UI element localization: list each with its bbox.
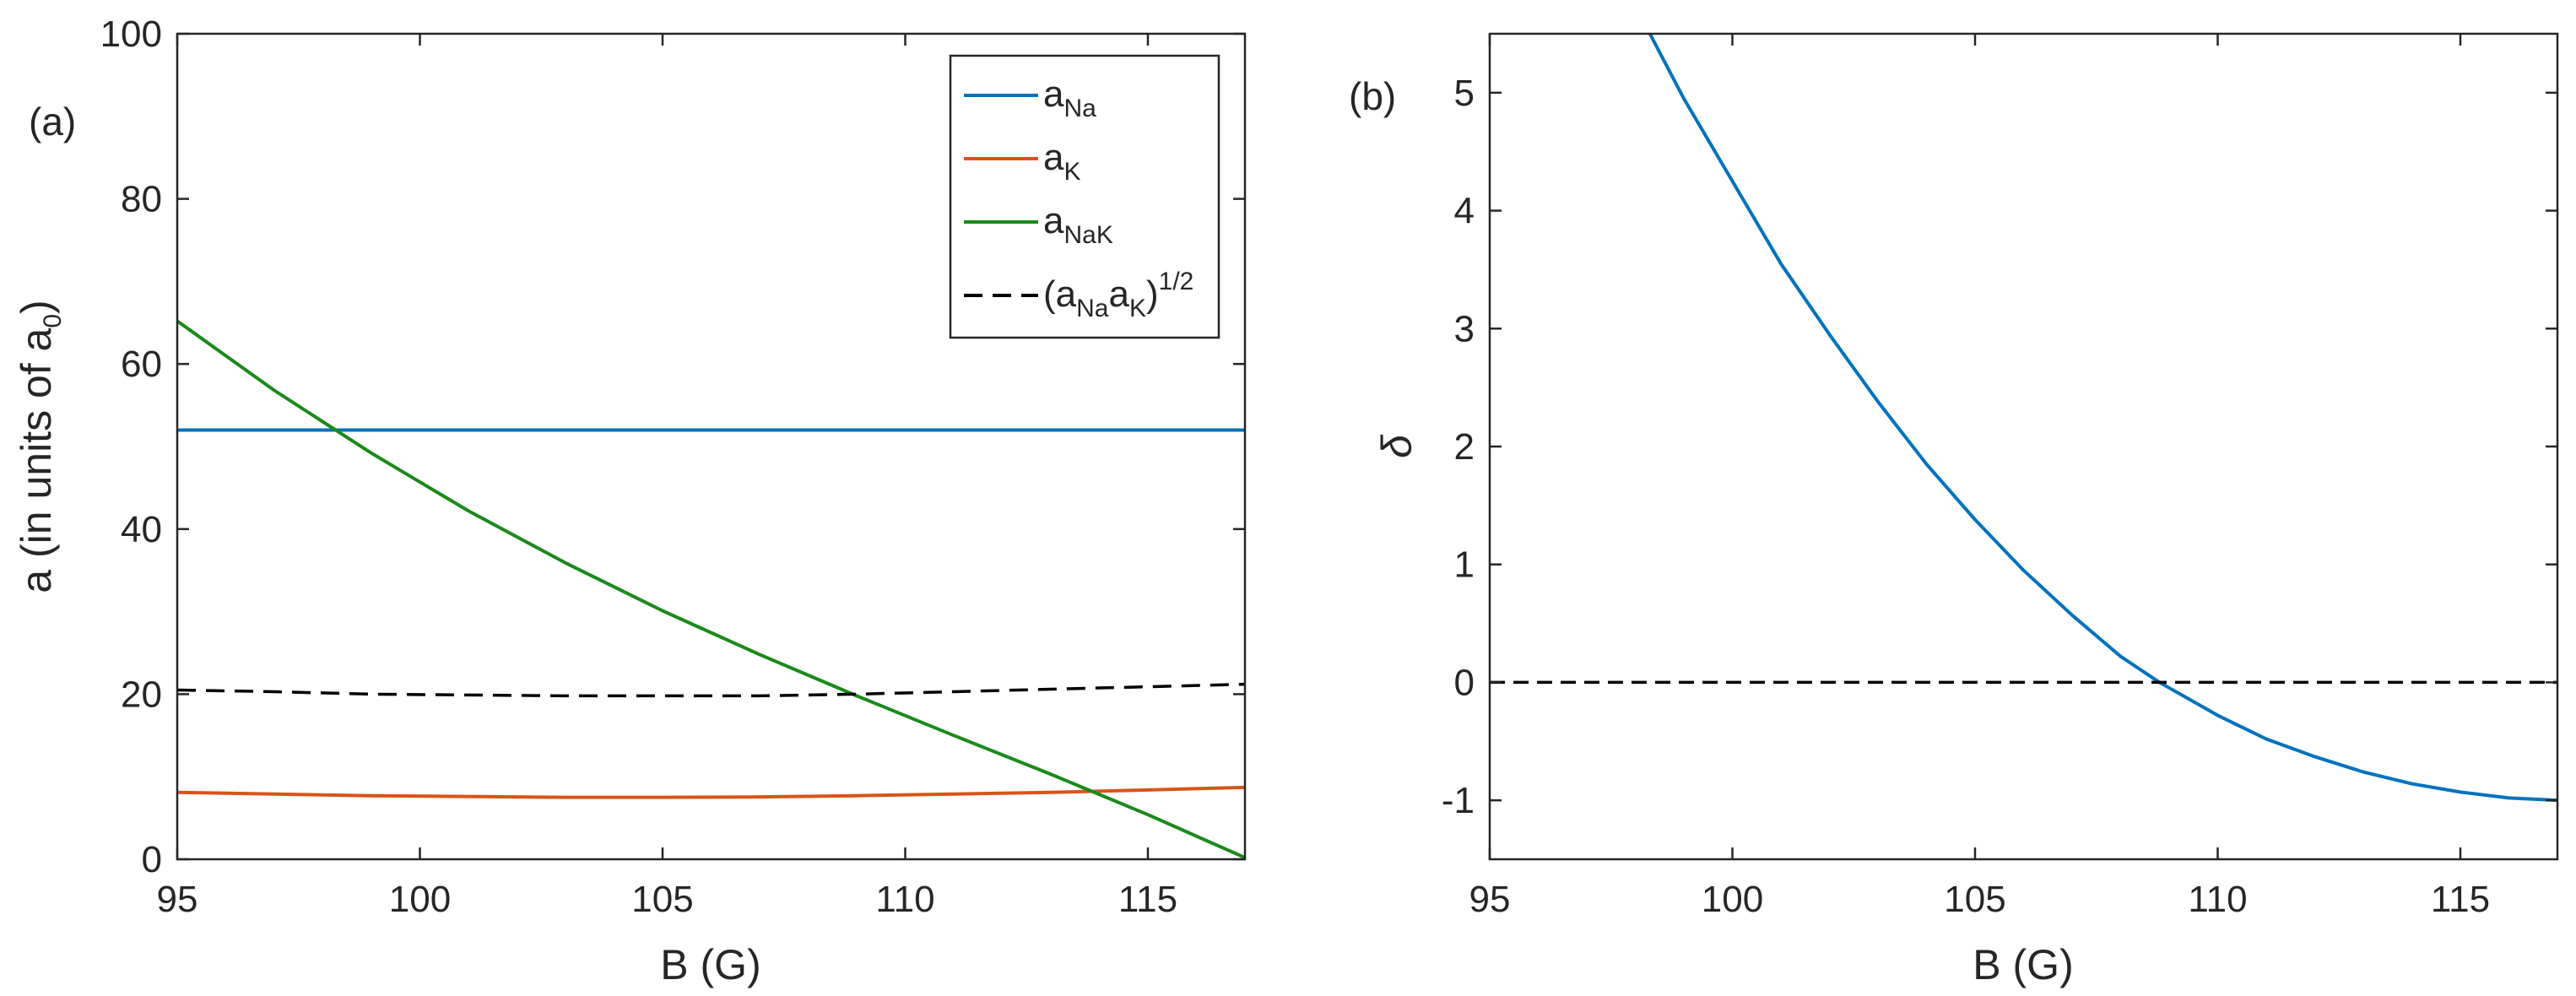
ytick-label-b-0: -1 <box>1442 780 1475 821</box>
xtick-label-b-2: 105 <box>1944 879 2005 920</box>
panel-b-ylabel: δ <box>1373 434 1421 458</box>
legend-label-a-k: a <box>1043 137 1064 178</box>
svg-text:aNa: aNa <box>1043 73 1096 122</box>
series-line-a-1 <box>177 785 1245 799</box>
series-line-a-2 <box>177 319 1245 859</box>
ytick-label-b-4: 3 <box>1454 308 1475 349</box>
panel-a-frame <box>176 32 1247 861</box>
panel-a-label: (a) <box>29 100 76 143</box>
legend-geo-part5: 1/2 <box>1159 268 1194 295</box>
legend-geo-part1: Na <box>1076 295 1109 322</box>
ylabel-close: ) <box>13 300 60 314</box>
panel-b-xlabel: B (G) <box>1973 941 2073 988</box>
xtick-label-a-4: 115 <box>1118 879 1177 920</box>
ytick-label-b-5: 4 <box>1454 191 1475 232</box>
legend: aNa aK aNaK (aNaaK)1/2 <box>949 54 1220 339</box>
panel-a-xlabel: B (G) <box>660 941 760 988</box>
xtick-label-b-1: 100 <box>1702 879 1763 920</box>
legend-geo-part4: ) <box>1146 273 1159 315</box>
ytick-label-a-0: 0 <box>142 839 162 880</box>
panel-a-ylabel: a (in units of a0) <box>13 300 67 593</box>
xtick-label-a-2: 105 <box>631 879 693 920</box>
legend-box <box>949 54 1220 339</box>
legend-sub-a-nak: NaK <box>1063 221 1112 249</box>
ytick-label-b-6: 5 <box>1454 73 1475 114</box>
legend-geo-part0: (a <box>1043 273 1077 315</box>
svg-text:a (in units of a0): a (in units of a0) <box>13 300 67 593</box>
legend-geo-part2: a <box>1108 273 1129 315</box>
ytick-label-a-5: 100 <box>100 14 162 55</box>
panel-a: 95 100 105 110 115 0 20 40 60 80 100 (a) B (G) a (… <box>13 14 1247 988</box>
legend-entry-geo-mean: (aNaaK)1/2 <box>964 268 1193 322</box>
legend-entry-a-na: aNa <box>964 73 1096 122</box>
series-line-a-3 <box>177 682 1245 698</box>
ytick-label-a-4: 80 <box>121 179 162 220</box>
xtick-label-b-0: 95 <box>1469 879 1511 920</box>
panel-b: 95 100 105 110 115 -1 0 1 2 3 4 5 (b) B (G) δ <box>1349 32 2559 988</box>
svg-text:(aNaaK)1/2: (aNaaK)1/2 <box>1043 268 1193 322</box>
ytick-label-a-2: 40 <box>121 509 162 550</box>
legend-label-a-na: a <box>1043 73 1064 115</box>
ytick-label-b-3: 2 <box>1454 426 1475 468</box>
legend-entry-a-k: aK <box>964 137 1081 186</box>
panel-b-label: (b) <box>1349 74 1396 118</box>
svg-text:aNaK: aNaK <box>1043 200 1113 249</box>
xtick-label-a-1: 100 <box>389 879 451 920</box>
ylabel-sub: 0 <box>39 314 67 328</box>
ytick-label-b-2: 1 <box>1454 544 1475 586</box>
xtick-label-a-0: 95 <box>157 879 198 920</box>
series-line-b-0 <box>1648 34 2557 803</box>
legend-entry-a-nak: aNaK <box>964 200 1113 249</box>
ytick-label-a-3: 60 <box>121 344 162 385</box>
legend-sub-a-na: Na <box>1063 95 1096 122</box>
xtick-label-b-4: 115 <box>2431 879 2490 920</box>
panel-b-ticks: 95 100 105 110 115 -1 0 1 2 3 4 5 <box>1442 34 2557 920</box>
svg-text:aK: aK <box>1043 137 1081 186</box>
panel-a-series <box>177 319 1245 859</box>
xtick-label-b-3: 110 <box>2188 879 2247 920</box>
panel-a-ticks: 95 100 105 110 115 0 20 40 60 80 100 <box>100 14 1245 920</box>
legend-geo-part3: K <box>1129 295 1146 322</box>
ytick-label-b-1: 0 <box>1454 662 1475 703</box>
xtick-label-a-3: 110 <box>875 879 934 920</box>
legend-sub-a-k: K <box>1063 158 1080 186</box>
ylabel-main: a (in units of a <box>13 327 60 593</box>
panel-b-frame <box>1488 32 2559 861</box>
ytick-label-a-1: 20 <box>121 674 162 715</box>
panel-b-series <box>1490 34 2557 803</box>
legend-label-a-nak: a <box>1043 200 1064 241</box>
